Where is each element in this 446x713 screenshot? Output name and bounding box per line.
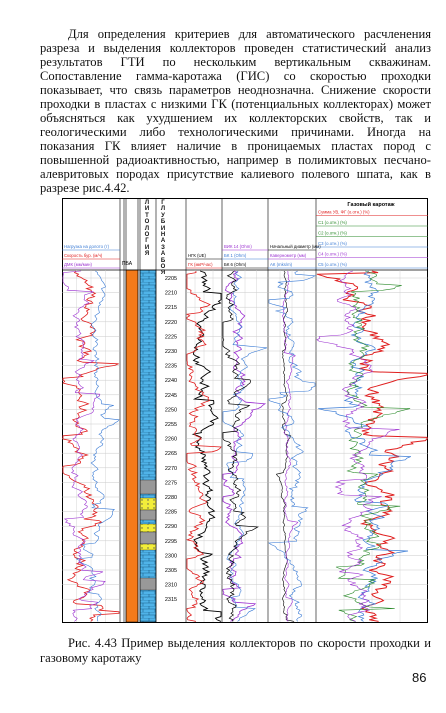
depth-label: 2315 bbox=[165, 597, 177, 603]
track-header: С5 (о.отн.) (%) bbox=[318, 262, 347, 267]
depth-label: 2255 bbox=[165, 422, 177, 428]
track-header: С1 (о.отн.) (%) bbox=[318, 220, 347, 225]
well-log-figure: Газовый каротаж ПБА 2205 2210 2215 2220 2225… bbox=[62, 198, 428, 623]
track-header: Нагрузка на долото (т) bbox=[64, 244, 110, 249]
lithology-layer bbox=[139, 577, 157, 591]
depth-label: 2265 bbox=[165, 451, 177, 457]
track-headers: Нагрузка на долото (т) Скорость бур. (м/ч… bbox=[62, 210, 428, 269]
depth-label: 2305 bbox=[165, 568, 177, 574]
log-curve bbox=[282, 270, 299, 622]
log-curve bbox=[335, 270, 411, 622]
track-header: НГК (UE) bbox=[188, 253, 207, 258]
log-curve bbox=[222, 270, 259, 622]
depth-label: 2275 bbox=[165, 480, 177, 486]
track-header: Начальный диаметр (мм) bbox=[270, 244, 321, 249]
lithology-column bbox=[139, 269, 157, 623]
lithology-layer bbox=[139, 497, 157, 511]
log-curve bbox=[62, 270, 106, 622]
depth-label: 2235 bbox=[165, 364, 177, 370]
track-header: Скорость бур. (м/ч) bbox=[64, 253, 103, 258]
lithology-layer bbox=[139, 523, 157, 533]
log-curve bbox=[185, 270, 222, 622]
body-paragraph: Для определения критериев для автоматиче… bbox=[40, 27, 431, 195]
log-curve bbox=[222, 270, 267, 622]
lithology-layer bbox=[139, 531, 157, 545]
track-header: Кавернометр (мм) bbox=[270, 253, 307, 258]
track-header: АК (mks/m) bbox=[270, 262, 293, 267]
depth-label: 2300 bbox=[165, 553, 177, 559]
depth-label: 2220 bbox=[165, 320, 177, 326]
track-header: БК 1 (Ohm) bbox=[224, 253, 247, 258]
depth-label: 2205 bbox=[165, 276, 177, 282]
depth-label: 2215 bbox=[165, 305, 177, 311]
depth-label: 2290 bbox=[165, 524, 177, 530]
pba-column bbox=[125, 269, 139, 623]
lithology-layer bbox=[139, 509, 157, 521]
depth-label: 2240 bbox=[165, 378, 177, 384]
depth-label: 2250 bbox=[165, 407, 177, 413]
track-header: ДМК (мм/мин) bbox=[64, 262, 92, 267]
depth-label: 2230 bbox=[165, 349, 177, 355]
track-header: С2 (о.отн.) (%) bbox=[318, 231, 347, 236]
figure-caption: Рис. 4.43 Пример выделения коллекторов п… bbox=[40, 636, 431, 665]
depth-label: 2260 bbox=[165, 437, 177, 443]
depth-label: 2225 bbox=[165, 334, 177, 340]
log-grid: 2205 2210 2215 2220 2225 2230 2235 2240 2245 2250… bbox=[62, 198, 428, 623]
depth-label: 2295 bbox=[165, 539, 177, 545]
log-curve bbox=[316, 270, 428, 622]
page-number: 86 bbox=[412, 670, 427, 685]
track-header: БК 6 (Ohm) bbox=[224, 262, 247, 267]
track-header: ГК (мкР/час) bbox=[188, 262, 213, 267]
gas-title: Газовый каротаж bbox=[347, 201, 394, 208]
depth-label: 2270 bbox=[165, 466, 177, 472]
lithology-header: ЛИТОЛОГИЯ bbox=[144, 200, 150, 258]
log-curves bbox=[62, 270, 428, 622]
track-header: С3 (о.отн.) (%) bbox=[318, 241, 347, 246]
log-curve bbox=[191, 270, 222, 622]
lithology-layer bbox=[139, 479, 157, 495]
log-curve bbox=[222, 270, 268, 622]
depth-label: 2210 bbox=[165, 291, 177, 297]
depth-label: 2245 bbox=[165, 393, 177, 399]
depth-label: 2310 bbox=[165, 583, 177, 589]
log-curve bbox=[268, 270, 317, 622]
depth-label: 2285 bbox=[165, 510, 177, 516]
depth-label: 2280 bbox=[165, 495, 177, 501]
log-curve bbox=[75, 270, 120, 622]
track-header: С4 (о.отн.) (%) bbox=[318, 252, 347, 257]
pba-label: ПБА bbox=[122, 261, 133, 267]
depth-header: ГЛУБИНА ЗАБОЯ bbox=[160, 200, 166, 277]
lithology-layer bbox=[139, 543, 157, 551]
log-curve bbox=[316, 270, 400, 622]
track-header: ВИК 14 (Ohm) bbox=[224, 244, 252, 249]
track-header: Сумма УВ, ФГ (о.отн.) (%) bbox=[318, 210, 370, 215]
